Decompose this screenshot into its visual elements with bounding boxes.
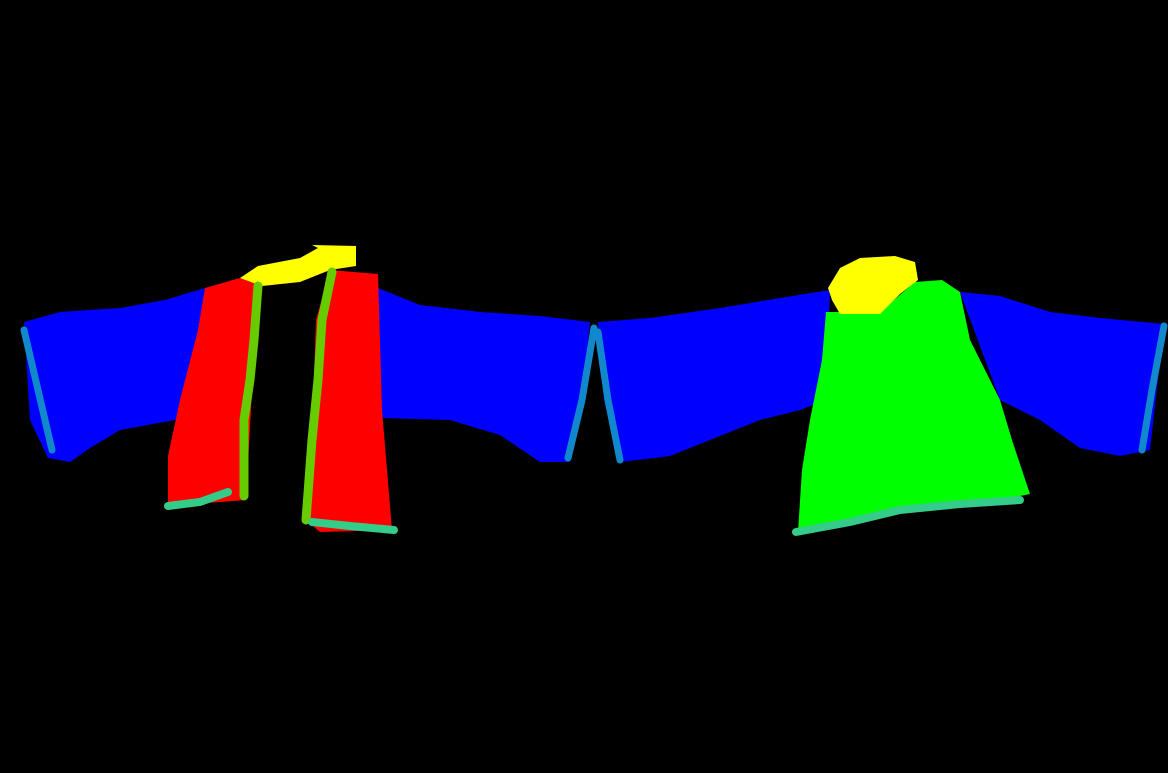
back-body: [798, 280, 1030, 532]
back-view-garment: [594, 256, 1168, 536]
front-collar: [240, 245, 356, 286]
back-collar: [828, 256, 918, 314]
front-right-cuff: [564, 324, 598, 462]
front-right-front-panel: [306, 270, 392, 532]
back-left-sleeve: [598, 290, 830, 462]
back-right-cuff: [1138, 322, 1168, 454]
front-left-hem: [164, 488, 232, 510]
front-left-sleeve: [24, 288, 205, 462]
back-hem: [792, 496, 1024, 536]
back-left-cuff: [594, 328, 624, 464]
front-left-cuff: [20, 326, 56, 454]
front-right-sleeve: [378, 288, 590, 462]
front-right-placket-edge: [301, 267, 337, 525]
front-view-garment: [20, 245, 598, 534]
front-left-placket-edge: [239, 281, 263, 501]
front-right-hem: [308, 518, 398, 534]
front-left-front-panel: [168, 278, 258, 506]
back-right-sleeve: [960, 292, 1164, 456]
